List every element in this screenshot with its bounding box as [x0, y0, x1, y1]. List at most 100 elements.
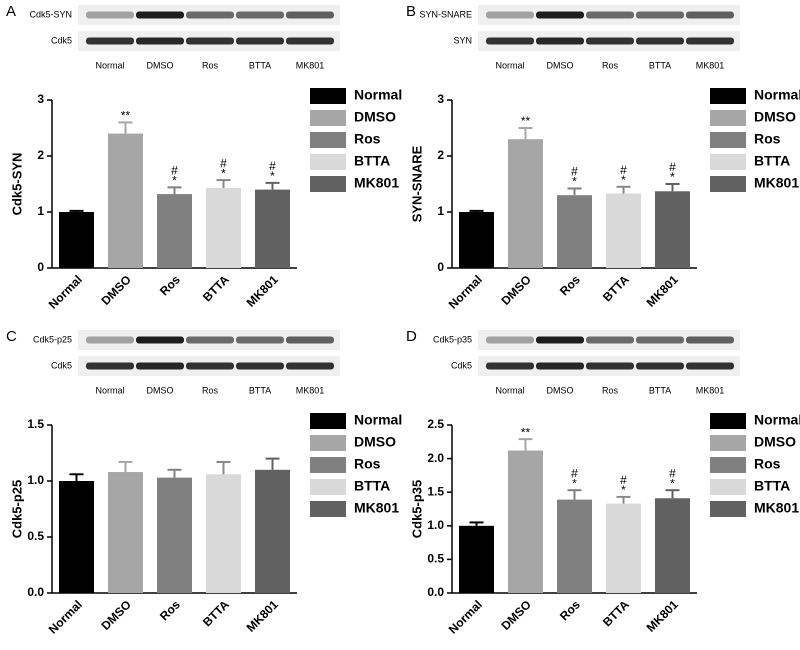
- blot-row-label: Cdk5-p25: [33, 334, 72, 344]
- y-tick-label: 0: [437, 260, 444, 274]
- blot-band: [186, 362, 234, 370]
- blot-band: [536, 336, 584, 344]
- bar: [606, 193, 641, 268]
- blot-row-label: Cdk5: [51, 35, 72, 45]
- x-tick-label: Ros: [557, 597, 583, 623]
- legend-label: Ros: [754, 456, 781, 472]
- bar: [108, 133, 143, 268]
- significance-mark: #: [269, 159, 276, 173]
- bar: [108, 472, 143, 593]
- y-tick-label: 0.0: [27, 585, 44, 599]
- blot-row-label: SYN-SNARE: [419, 9, 472, 19]
- bar: [606, 503, 641, 593]
- legend-label: BTTA: [754, 478, 790, 494]
- blot-band: [186, 336, 234, 344]
- blot-band: [486, 336, 534, 344]
- blot-band: [686, 336, 734, 344]
- legend-swatch: [710, 88, 746, 104]
- blot-lane-label: Ros: [202, 60, 219, 70]
- legend-swatch: [310, 154, 346, 170]
- blot-band: [236, 11, 284, 19]
- y-tick-label: 3: [37, 92, 44, 106]
- blot-lane-label: Normal: [95, 60, 124, 70]
- x-tick-label: MK801: [244, 597, 281, 634]
- blot-band: [286, 37, 334, 45]
- legend-label: DMSO: [354, 434, 396, 450]
- blot-row-label: Cdk5: [451, 360, 472, 370]
- blot-band: [536, 11, 584, 19]
- blot-lane-label: BTTA: [249, 60, 271, 70]
- significance-mark: *: [172, 174, 177, 188]
- bar: [206, 474, 241, 593]
- legend-swatch: [310, 457, 346, 473]
- bar: [206, 187, 241, 268]
- blot-row-label: Cdk5-SYN: [29, 9, 72, 19]
- legend-label: Normal: [354, 412, 402, 428]
- legend-swatch: [710, 176, 746, 192]
- blot-band: [636, 11, 684, 19]
- x-tick-label: MK801: [244, 272, 281, 309]
- x-tick-label: Normal: [446, 272, 485, 311]
- legend-swatch: [710, 457, 746, 473]
- panel-label: B: [406, 3, 416, 20]
- y-tick-label: 2.5: [427, 417, 444, 431]
- y-tick-label: 0: [37, 260, 44, 274]
- legend-label: Normal: [754, 412, 800, 428]
- legend-swatch: [310, 176, 346, 192]
- x-tick-label: Ros: [157, 272, 183, 298]
- legend-label: BTTA: [754, 153, 790, 169]
- blot-lane-label: Normal: [495, 385, 524, 395]
- legend-swatch: [310, 501, 346, 517]
- legend-label: Ros: [354, 456, 381, 472]
- x-tick-label: BTTA: [200, 272, 232, 304]
- y-tick-label: 1.5: [27, 417, 44, 431]
- blot-row-label: Cdk5: [51, 360, 72, 370]
- blot-row-label: SYN: [453, 35, 472, 45]
- blot-band: [236, 362, 284, 370]
- significance-mark: #: [620, 473, 627, 487]
- significance-mark: *: [621, 483, 626, 497]
- significance-mark: *: [670, 476, 675, 490]
- blot-row-label: Cdk5-p35: [433, 334, 472, 344]
- blot-lane-label: DMSO: [147, 385, 174, 395]
- significance-mark: #: [571, 165, 578, 179]
- panel-label: C: [6, 328, 17, 345]
- blot-lane-label: Normal: [95, 385, 124, 395]
- y-axis-label: Cdk5-SYN: [9, 153, 24, 216]
- x-tick-label: MK801: [644, 272, 681, 309]
- blot-band: [86, 336, 134, 344]
- blot-lane-label: DMSO: [147, 60, 174, 70]
- blot-band: [136, 336, 184, 344]
- legend-label: Normal: [354, 87, 402, 103]
- blot-band: [586, 362, 634, 370]
- bar: [459, 212, 494, 268]
- significance-mark: *: [670, 170, 675, 184]
- legend-swatch: [310, 479, 346, 495]
- blot-lane-label: DMSO: [547, 60, 574, 70]
- legend-label: MK801: [354, 500, 399, 516]
- legend-label: Ros: [354, 131, 381, 147]
- blot-lane-label: Ros: [602, 385, 619, 395]
- blot-band: [86, 362, 134, 370]
- x-tick-label: BTTA: [600, 272, 632, 304]
- significance-mark: **: [521, 425, 531, 439]
- x-tick-label: DMSO: [499, 272, 534, 307]
- x-tick-label: Ros: [557, 272, 583, 298]
- significance-mark: #: [669, 466, 676, 480]
- bar: [655, 498, 690, 593]
- y-axis-label: SYN-SNARE: [409, 145, 424, 222]
- panel: A Cdk5-SYN Cdk5 Normal DMSO Ros BTTA MK801 0 1 2 3 C…: [6, 3, 402, 312]
- blot-band: [186, 37, 234, 45]
- significance-mark: #: [171, 164, 178, 178]
- y-tick-label: 1: [37, 204, 44, 218]
- blot-lane-label: BTTA: [649, 385, 671, 395]
- blot-band: [486, 362, 534, 370]
- panel-label: A: [6, 3, 16, 20]
- x-tick-label: Normal: [46, 272, 85, 311]
- legend-label: Ros: [754, 131, 781, 147]
- blot-lane-label: MK801: [696, 385, 725, 395]
- significance-mark: *: [621, 173, 626, 187]
- blot-lane-label: MK801: [696, 60, 725, 70]
- legend-swatch: [710, 501, 746, 517]
- legend-swatch: [310, 110, 346, 126]
